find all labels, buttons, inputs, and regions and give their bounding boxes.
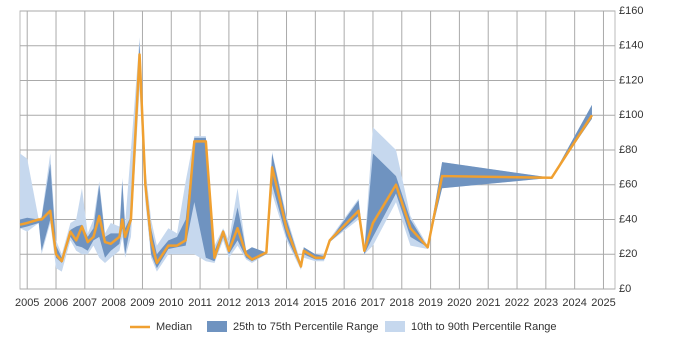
- x-tick-label: 2019: [418, 297, 442, 309]
- x-tick-label: 2014: [274, 297, 298, 309]
- legend-label: Median: [156, 321, 192, 333]
- legend-label: 25th to 75th Percentile Range: [233, 321, 379, 333]
- x-tick-label: 2015: [303, 297, 327, 309]
- y-tick-label: £20: [619, 248, 637, 260]
- x-tick-label: 2018: [390, 297, 414, 309]
- x-tick-label: 2005: [15, 297, 39, 309]
- x-tick-label: 2022: [505, 297, 529, 309]
- y-tick-label: £40: [619, 213, 637, 225]
- x-tick-label: 2020: [447, 297, 471, 309]
- x-tick-label: 2025: [591, 297, 615, 309]
- x-tick-label: 2011: [188, 297, 212, 309]
- x-tick-label: 2016: [332, 297, 356, 309]
- x-tick-label: 2013: [245, 297, 269, 309]
- x-tick-label: 2008: [101, 297, 125, 309]
- x-tick-label: 2023: [534, 297, 558, 309]
- x-tick-label: 2007: [73, 297, 97, 309]
- y-tick-label: £80: [619, 144, 637, 156]
- y-tick-label: £0: [619, 283, 631, 295]
- y-tick-label: £100: [619, 109, 643, 121]
- legend-swatch: [385, 321, 405, 332]
- x-tick-label: 2009: [130, 297, 154, 309]
- y-tick-label: £60: [619, 179, 637, 191]
- y-tick-label: £120: [619, 74, 643, 86]
- legend-label: 10th to 90th Percentile Range: [411, 321, 557, 333]
- x-tick-label: 2024: [562, 297, 586, 309]
- x-tick-label: 2006: [44, 297, 68, 309]
- x-tick-label: 2012: [217, 297, 241, 309]
- x-tick-label: 2021: [476, 297, 500, 309]
- y-tick-label: £140: [619, 40, 643, 52]
- x-tick-label: 2010: [159, 297, 183, 309]
- x-tick-label: 2017: [361, 297, 385, 309]
- legend-swatch: [207, 321, 227, 332]
- median-line: [19, 53, 593, 268]
- y-tick-label: £160: [619, 5, 643, 17]
